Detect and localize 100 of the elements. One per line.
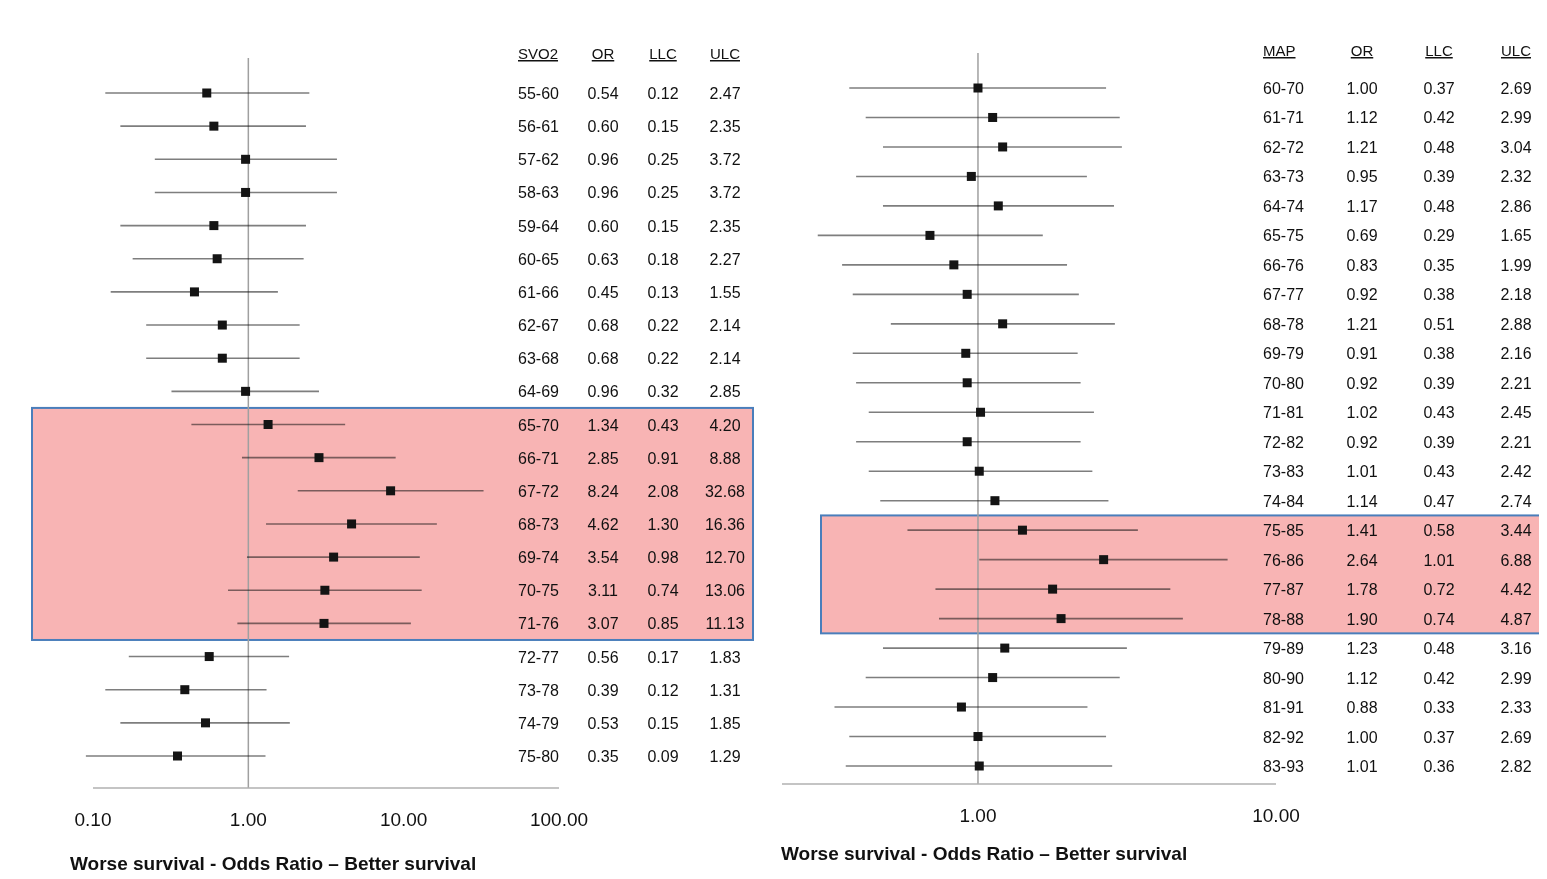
- text: 0.22: [647, 350, 679, 368]
- data-label: 0.60: [587, 118, 619, 136]
- y-tick-label: 63-73: [1263, 168, 1305, 186]
- text: 4.42: [1500, 581, 1532, 599]
- data-label: 1.01: [1346, 463, 1378, 481]
- text: 0.25: [647, 151, 679, 169]
- data-label: 0.88: [1346, 699, 1378, 717]
- text: 2.47: [709, 85, 741, 102]
- data-label: 1.17: [1346, 197, 1378, 215]
- text: ULC: [709, 45, 741, 62]
- text: 0.37: [1423, 80, 1455, 97]
- text: 0.43: [1423, 404, 1455, 422]
- data-label: 0.91: [1346, 345, 1378, 363]
- text: 1.65: [1500, 227, 1532, 245]
- data-label: 1.14: [1346, 492, 1378, 510]
- text: 2.14: [709, 317, 741, 335]
- y-tick-label: 61-71: [1263, 109, 1305, 127]
- text: 1.01: [1423, 551, 1455, 569]
- text: LLC: [1425, 42, 1453, 59]
- text: 0.29: [1423, 227, 1455, 245]
- y-tick-label: 64-74: [1263, 197, 1305, 215]
- y-tick-label: 57-62: [518, 151, 560, 169]
- text: 0.91: [647, 449, 679, 467]
- y-tick-label: 72-82: [1263, 433, 1305, 451]
- data-label: 0.92: [1346, 374, 1378, 392]
- y-tick-label: 78-88: [1263, 610, 1305, 628]
- y-tick-label: 64-69: [518, 383, 560, 401]
- text: 1.85: [709, 714, 741, 732]
- text: 0.42: [1423, 669, 1455, 687]
- text: 0.48: [1423, 138, 1455, 156]
- x-axis-title: Worse survival - Odds Ratio – Better survival: [70, 853, 477, 874]
- text: 4.87: [1500, 610, 1532, 628]
- text: 0.33: [1423, 699, 1455, 717]
- x-tick-label: 0.10: [74, 809, 112, 830]
- text: 0.35: [1423, 256, 1455, 274]
- text: 0.36: [1423, 758, 1455, 775]
- text: 2.16: [1500, 345, 1532, 363]
- data-label: 1.01: [1346, 758, 1378, 775]
- data-label: 3.54: [587, 549, 619, 567]
- text: 2.14: [709, 350, 741, 368]
- text: 0.15: [647, 118, 679, 136]
- y-tick-label: 77-87: [1263, 581, 1305, 599]
- text: 0.12: [647, 85, 679, 102]
- text: LLC: [649, 45, 677, 62]
- data-label: 0.39: [587, 681, 619, 699]
- data-label: 1.21: [1346, 315, 1378, 333]
- data-label: 1.12: [1346, 669, 1378, 687]
- y-tick-label: 67-77: [1263, 286, 1305, 304]
- data-label: 1.41: [1346, 522, 1378, 540]
- text: 0.15: [647, 217, 679, 235]
- y-tick-label: 63-68: [518, 350, 560, 368]
- data-label: 3.11: [588, 582, 619, 600]
- text: 2.45: [1500, 404, 1532, 422]
- y-tick-label: 70-80: [1263, 374, 1305, 392]
- text: ULC: [1500, 42, 1532, 59]
- text: 2.35: [709, 217, 741, 235]
- data-label: 0.96: [587, 383, 619, 401]
- text: 3.72: [709, 184, 741, 202]
- y-tick-label: 68-78: [1263, 315, 1305, 333]
- text: 0.22: [647, 317, 679, 335]
- text: 2.74: [1500, 492, 1532, 510]
- text: 1.30: [647, 515, 679, 533]
- y-tick-label: 62-72: [1263, 138, 1305, 156]
- text: 2.35: [709, 118, 741, 136]
- text: 0.38: [1423, 286, 1455, 304]
- y-tick-label: 61-66: [518, 283, 560, 301]
- y-tick-label: 65-75: [1263, 227, 1305, 245]
- data-label: 0.69: [1346, 227, 1378, 245]
- data-label: 0.95: [1346, 168, 1378, 186]
- data-label: 0.96: [587, 151, 619, 169]
- data-label: 1.00: [1346, 80, 1378, 97]
- text: 0.17: [647, 648, 679, 666]
- text: 0.12: [647, 681, 679, 699]
- x-tick-label: 100.00: [529, 809, 589, 830]
- text: 0.48: [1423, 640, 1455, 658]
- y-tick-label: 71-81: [1263, 404, 1305, 422]
- text: 0.13: [647, 283, 679, 301]
- data-label: 0.60: [587, 217, 619, 235]
- y-tick-label: 75-80: [518, 748, 560, 765]
- text: 11.13: [705, 615, 745, 633]
- data-label: 2.85: [587, 449, 619, 467]
- text: 2.85: [709, 383, 741, 401]
- y-tick-label: 73-78: [518, 681, 560, 699]
- text: OR: [1350, 42, 1374, 59]
- text: 0.43: [647, 416, 679, 434]
- y-tick-label: 79-89: [1263, 640, 1305, 658]
- text: 2.32: [1500, 168, 1532, 186]
- text: 1.29: [709, 748, 741, 765]
- y-tick-label: 68-73: [518, 515, 560, 533]
- y-tick-label: 66-71: [518, 449, 560, 467]
- text: 3.16: [1500, 640, 1532, 658]
- text: 3.44: [1500, 522, 1532, 540]
- text: 0.48: [1423, 197, 1455, 215]
- x-tick-label: 10.00: [1252, 805, 1300, 826]
- text: 0.74: [647, 582, 679, 600]
- y-tick-label: 83-93: [1263, 758, 1305, 775]
- y-tick-label: 67-72: [518, 482, 560, 500]
- text: 2.21: [1500, 433, 1532, 451]
- y-tick-label: 65-70: [518, 416, 560, 434]
- data-label: 1.02: [1346, 404, 1378, 422]
